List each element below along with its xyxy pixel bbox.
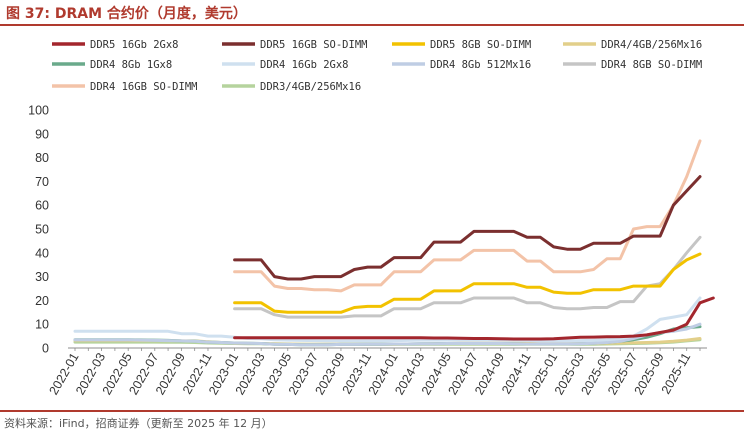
legend-entry: DDR4 8Gb 1Gx8 (90, 59, 172, 71)
series-line-ddr5-16gb-so-dimm (233, 175, 702, 281)
series-line-ddr4-16gb-2gx8 (73, 296, 702, 343)
x-axis: 2022-012022-032022-052022-072022-092022-… (47, 347, 707, 397)
y-tick-label: 0 (42, 342, 49, 356)
y-tick-label: 30 (35, 270, 49, 284)
y-tick-label: 60 (35, 199, 49, 213)
legend-entry: DDR4 16Gb 2Gx8 (260, 59, 349, 71)
y-tick-label: 40 (35, 246, 49, 260)
legend-entry: DDR5 16GB SO-DIMM (260, 39, 367, 51)
y-tick-label: 90 (35, 127, 49, 141)
y-tick-label: 20 (35, 294, 49, 308)
y-tick-label: 50 (35, 223, 49, 237)
source-note: 资料来源：iFind，招商证券（更新至 2025 年 12 月） (4, 417, 273, 430)
legend-entry: DDR4 16GB SO-DIMM (90, 81, 197, 93)
footer-divider (0, 410, 744, 412)
y-tick-label: 10 (35, 318, 49, 332)
y-tick-label: 70 (35, 175, 49, 189)
y-tick-label: 80 (35, 151, 49, 165)
series-line-ddr5-8gb-so-dimm (233, 252, 702, 314)
legend-entry: DDR4/4GB/256Mx16 (601, 39, 702, 51)
legend-entry: DDR5 16Gb 2Gx8 (90, 39, 179, 51)
figure-title: 图 37: DRAM 合约价（月度，美元） (6, 6, 247, 22)
series-lines (73, 139, 715, 347)
series-line-ddr4-8gb-512mx16 (73, 322, 702, 347)
legend-entry: DDR5 8GB SO-DIMM (430, 39, 531, 51)
legend-entry: DDR3/4GB/256Mx16 (260, 81, 361, 93)
dram-contract-price-chart: DDR5 16Gb 2Gx8 DDR5 16GB SO-DIMM DDR5 8GB … (28, 39, 715, 397)
title-bar: 图 37: DRAM 合约价（月度，美元） (0, 0, 744, 24)
series-line-ddr4-8gb-so-dimm (233, 235, 702, 319)
series-line-ddr4-16gb-so-dimm (233, 139, 702, 293)
title-divider (0, 24, 744, 26)
legend: DDR5 16Gb 2Gx8 DDR5 16GB SO-DIMM DDR5 8GB … (52, 39, 702, 93)
legend-entry: DDR4 8Gb 512Mx16 (430, 59, 531, 71)
series-line-ddr5-16gb-2gx8 (233, 296, 715, 341)
legend-entry: DDR4 8GB SO-DIMM (601, 59, 702, 71)
y-axis: 0 10 20 30 40 50 60 70 80 90 100 (28, 104, 49, 356)
y-tick-label: 100 (28, 104, 49, 118)
